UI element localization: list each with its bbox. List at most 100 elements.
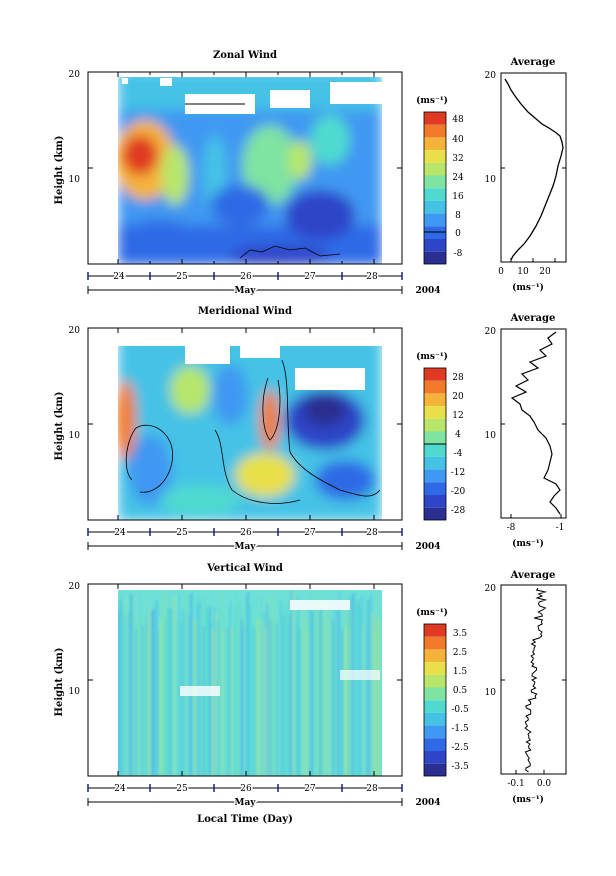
day-tick-label: 26 <box>240 784 252 794</box>
field-stripe <box>132 597 134 776</box>
field-stripe <box>194 618 197 776</box>
colorbar: (ms⁻¹) 48 40 32 24 16 8 0 -8 <box>416 95 464 265</box>
average-y-tick: 20 <box>485 71 497 81</box>
field-stripe <box>119 599 121 776</box>
field-stripe <box>252 625 254 776</box>
field-stripe <box>129 592 131 776</box>
field-stripe <box>249 603 251 776</box>
field-stripe <box>238 600 240 776</box>
field-stripe <box>250 609 253 776</box>
field-stripe <box>130 594 133 776</box>
average-unit: (ms⁻¹) <box>512 282 544 293</box>
field-stripe <box>145 616 147 776</box>
field-stripe <box>193 619 195 776</box>
field-stripe <box>311 611 313 776</box>
field-stripe <box>135 629 137 776</box>
field-stripe <box>217 620 219 776</box>
field-stripe <box>306 617 309 776</box>
field-stripe <box>322 608 325 776</box>
year-label: 2004 <box>415 542 440 552</box>
colorbar-tick: -0.5 <box>451 705 469 715</box>
field-stripe <box>329 621 331 776</box>
average-profile: Average 20 10 -0.1 0.0 (ms⁻¹) <box>485 570 567 805</box>
field-stripe <box>278 625 280 776</box>
field-stripe <box>274 620 277 776</box>
field-stripe <box>167 607 169 776</box>
field-stripe <box>332 620 334 776</box>
average-y-tick: 20 <box>485 584 497 594</box>
field-stripe <box>142 625 144 776</box>
day-tick-label: 26 <box>240 528 252 538</box>
colorbar-tick: 20 <box>452 392 464 402</box>
field-stripe <box>361 595 363 776</box>
average-x-tick: -1 <box>556 523 565 533</box>
field-stripe <box>159 619 161 776</box>
field-stripe <box>358 599 360 776</box>
field-stripe <box>345 626 347 776</box>
day-tick-label: 24 <box>114 784 126 794</box>
field-stripe <box>177 623 179 776</box>
field-stripe <box>198 593 200 776</box>
field-stripe <box>231 626 233 776</box>
field-stripe <box>210 621 213 776</box>
day-tick-label: 26 <box>240 272 252 282</box>
field-stripe <box>292 590 294 776</box>
average-line <box>510 331 561 515</box>
frame-ticks <box>88 583 402 776</box>
field-stripe <box>150 628 152 776</box>
y-axis-label: Height (km) <box>54 136 65 205</box>
field-stripe <box>164 619 166 776</box>
colorbar-tick: -28 <box>451 506 466 516</box>
field-stripe <box>310 592 312 776</box>
field-stripe <box>279 599 281 776</box>
field-stripe <box>242 626 245 776</box>
field-stripe <box>380 628 382 776</box>
colorbar-tick: 0 <box>455 229 461 239</box>
field-stripe <box>359 605 361 776</box>
field-stripe <box>151 609 153 776</box>
field-stripe <box>172 625 174 776</box>
day-tick-label: 27 <box>304 528 316 538</box>
field-stripe <box>180 623 182 776</box>
field-stripe <box>273 595 275 776</box>
colorbar: (ms⁻¹) 3.5 2.5 1.5 0.5 -0.5 -1.5 -2.5 -3… <box>416 607 469 777</box>
field-stripe <box>241 619 243 776</box>
field-stripe <box>158 628 160 776</box>
field-stripe <box>276 624 278 776</box>
year-label: 2004 <box>415 286 440 296</box>
average-title: Average <box>510 313 556 324</box>
colorbar-tick: 24 <box>452 173 464 183</box>
field-stripe <box>343 599 345 776</box>
heatmap-field <box>88 328 402 520</box>
field-stripe <box>222 629 224 776</box>
panel-title: Vertical Wind <box>206 563 283 574</box>
field-stripe <box>228 605 230 776</box>
frame-ticks <box>88 71 402 264</box>
field-stripe <box>284 608 286 776</box>
y-tick-label: 20 <box>69 326 81 336</box>
average-x-tick: -8 <box>507 523 516 533</box>
colorbar-tick: 4 <box>455 430 461 440</box>
colorbar-tick: -20 <box>451 487 466 497</box>
colorbar-unit: (ms⁻¹) <box>416 351 448 362</box>
colorbar-tick: 1.5 <box>453 667 468 677</box>
day-tick-label: 27 <box>304 272 316 282</box>
field-stripe <box>330 619 333 776</box>
average-unit: (ms⁻¹) <box>512 538 544 549</box>
field-stripe <box>364 590 366 776</box>
field-stripe <box>370 593 373 776</box>
colorbar-tick: -1.5 <box>451 724 469 734</box>
field-stripe <box>302 602 304 776</box>
time-axis: 24 25 26 27 28 May 2004 Local Time (Day) <box>87 783 441 825</box>
y-axis-label: Height (km) <box>54 648 65 717</box>
day-tick-label: 25 <box>176 784 188 794</box>
field-stripe <box>174 596 176 776</box>
colorbar-tick: 28 <box>452 373 464 383</box>
field-stripe <box>134 616 136 776</box>
month-label: May <box>234 286 256 296</box>
field-stripe <box>378 620 381 776</box>
year-label: 2004 <box>415 798 440 808</box>
field-stripe <box>367 599 369 776</box>
day-tick-label: 24 <box>114 528 126 538</box>
